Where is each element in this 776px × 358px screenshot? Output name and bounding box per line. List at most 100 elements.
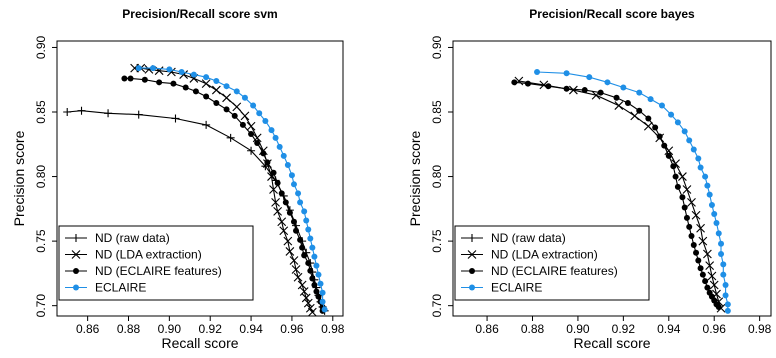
panel-2-point-nd-eclaire-features	[715, 303, 722, 310]
panel-2-point-nd-eclaire-features	[545, 83, 552, 90]
panel-2-point-nd-lda-extraction	[682, 185, 692, 194]
panel-1-y-tick-label: 0.70	[34, 294, 48, 318]
panel-2-legend-marker-eclaire	[469, 284, 475, 291]
panel-1-point-eclaire	[313, 262, 320, 269]
panel-1-point-nd-eclaire-features	[293, 227, 300, 234]
panel-1-point-nd-lda-extraction	[289, 256, 299, 265]
panel-1-point-nd-raw-data	[63, 108, 72, 117]
panel-1-point-nd-eclaire-features	[278, 190, 285, 197]
panel-1-point-eclaire	[295, 190, 302, 197]
panel-2-point-nd-eclaire-features	[690, 241, 697, 248]
panel-2-point-eclaire	[718, 240, 725, 247]
panel-1-point-nd-eclaire-features	[274, 180, 281, 187]
panel-2-point-nd-eclaire-features	[624, 99, 631, 106]
panel-1-legend: ND (raw data) ND (LDA extraction) ND (ECLA…	[58, 225, 254, 301]
panel-2-legend-label-nd-raw-data: ND (raw data)	[491, 231, 566, 245]
panel-1-point-nd-lda-extraction	[291, 265, 301, 274]
panel-2-point-eclaire	[718, 251, 725, 258]
panel-1-legend-label-nd-raw-data: ND (raw data)	[95, 231, 170, 245]
panel-1-point-eclaire	[305, 226, 312, 233]
panel-2-point-eclaire	[674, 119, 681, 126]
panel-1-point-nd-eclaire-features	[156, 79, 163, 86]
panel-1-point-nd-lda-extraction	[211, 85, 221, 95]
panel-2-point-eclaire	[724, 301, 731, 308]
panel-1-point-eclaire	[166, 66, 173, 73]
panel-2-point-nd-lda-extraction	[643, 121, 653, 131]
panel-1-point-nd-lda-extraction	[240, 111, 250, 121]
panel-2-point-nd-lda-extraction	[568, 85, 578, 95]
panel-2-legend: ND (raw data) ND (LDA extraction) ND (ECLA…	[454, 225, 650, 301]
panel-1-point-nd-lda-extraction	[301, 293, 311, 303]
panel-1-point-eclaire	[250, 102, 257, 109]
panel-2-point-nd-eclaire-features	[661, 142, 668, 149]
panel-1-point-nd-lda-extraction	[279, 226, 289, 236]
panel-1-point-eclaire	[303, 217, 310, 224]
panel-2-point-eclaire	[586, 74, 593, 81]
panel-1-point-nd-raw-data	[171, 114, 180, 123]
panel-1-point-eclaire	[190, 71, 197, 78]
panel-1-point-nd-eclaire-features	[282, 199, 289, 206]
panel-2-point-nd-eclaire-features	[665, 152, 672, 159]
panel-1-point-nd-raw-data	[104, 109, 113, 118]
panel-1-point-eclaire	[262, 118, 269, 125]
panel-1-point-nd-lda-extraction	[252, 133, 262, 143]
panel-2-title: Precision/Recall score bayes	[529, 7, 695, 21]
panel-1-series-line-eclaire	[138, 67, 326, 310]
panel-1-point-nd-eclaire-features	[223, 106, 230, 113]
panel-1-point-eclaire	[297, 199, 304, 206]
panel-2-point-eclaire	[722, 292, 729, 299]
panel-1-y-tick-label: 0.85	[34, 100, 48, 124]
panel-2-point-nd-eclaire-features	[699, 271, 706, 278]
panel-2-point-nd-lda-extraction	[614, 101, 624, 110]
panel-1-y-tick-label: 0.80	[34, 165, 48, 189]
panel-2-point-nd-eclaire-features	[672, 173, 679, 180]
panel-1-point-nd-eclaire-features	[307, 267, 314, 274]
panel-2-point-nd-eclaire-features	[563, 85, 570, 92]
panel-2-point-eclaire	[720, 261, 727, 268]
panel-2-point-nd-lda-extraction	[630, 111, 640, 121]
panel-2-point-nd-eclaire-features	[670, 163, 677, 170]
panel-2-y-tick-label: 0.85	[430, 100, 444, 124]
panel-2-point-nd-lda-extraction	[687, 197, 696, 207]
panel-1-point-nd-lda-extraction	[303, 298, 313, 308]
panel-2-point-nd-lda-extraction	[707, 271, 717, 281]
panel-2-x-axis-label: Recall score	[573, 335, 650, 351]
panel-1-point-nd-eclaire-features	[141, 76, 148, 83]
panel-2-point-nd-eclaire-features	[597, 89, 604, 96]
panel-2-point-nd-eclaire-features	[652, 124, 659, 131]
panel-2-point-nd-lda-extraction	[664, 146, 674, 156]
panel-1-x-tick-label: 0.96	[280, 322, 304, 336]
panel-1-chart: Precision/Recall score svm 0.86 0.88 0.90 0.…	[11, 7, 345, 351]
panel-1-point-nd-lda-extraction	[285, 247, 295, 256]
panel-1-y-axis-label: Precision score	[11, 130, 27, 226]
panel-2-y-tick-label: 0.75	[430, 229, 444, 253]
panel-2-x-tick-label: 0.92	[612, 322, 636, 336]
panel-1-point-nd-eclaire-features	[248, 130, 255, 137]
panel-2-x-tick-label: 0.94	[657, 322, 681, 336]
panel-1-point-nd-lda-extraction	[232, 102, 242, 112]
panel-1-point-nd-eclaire-features	[299, 244, 306, 251]
panel-1-point-nd-eclaire-features	[264, 159, 271, 166]
panel-2-point-eclaire	[702, 173, 709, 180]
panel-1-point-eclaire	[319, 298, 326, 305]
panel-2-legend-marker-nd-eclaire-features	[469, 268, 475, 274]
panel-2-point-nd-eclaire-features	[697, 265, 704, 272]
panel-1-point-nd-lda-extraction	[130, 63, 140, 73]
panel-1-point-eclaire	[135, 65, 142, 72]
panel-2-x-tick-label: 0.86	[475, 322, 499, 336]
panel-2-point-eclaire	[686, 137, 693, 144]
panel-2-point-eclaire	[724, 307, 731, 314]
panel-1-point-eclaire	[268, 127, 275, 134]
panel-2-legend-box	[454, 225, 650, 301]
panel-1-x-tick-label: 0.90	[158, 322, 182, 336]
panel-1-point-nd-lda-extraction	[271, 197, 280, 207]
panel-2-point-eclaire	[706, 191, 713, 198]
panel-2-y-tick-label: 0.70	[430, 294, 444, 318]
panel-2-point-eclaire	[713, 220, 720, 227]
panel-2-point-eclaire	[620, 84, 627, 91]
panel-1-point-nd-eclaire-features	[315, 293, 322, 300]
panel-1-point-nd-eclaire-features	[297, 236, 304, 243]
panel-1-point-nd-raw-data	[134, 110, 143, 119]
panel-1-x-axis-label: Recall score	[161, 335, 238, 351]
